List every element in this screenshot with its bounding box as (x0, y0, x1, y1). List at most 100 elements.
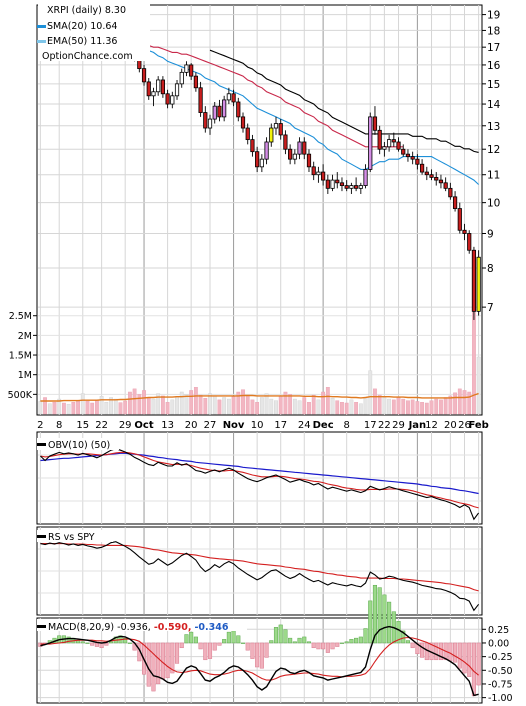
candle (368, 112, 373, 173)
price-tick-label: 16 (487, 60, 501, 72)
macd-histogram (38, 584, 481, 697)
candle (311, 161, 316, 181)
x-tick-label: 20 (444, 420, 457, 431)
macd-tick-label: -1.00 (488, 693, 513, 704)
volume-bar (95, 399, 99, 415)
candle-body (203, 112, 208, 129)
candle-body (174, 83, 180, 97)
volume-bar (245, 394, 250, 415)
candle-body (387, 139, 392, 148)
rs-panel (40, 541, 480, 612)
candle-body (207, 118, 213, 129)
candle (471, 246, 477, 320)
volume-bar (208, 393, 212, 415)
volume-bar (307, 402, 311, 415)
volume-bar (406, 400, 410, 415)
volume-bar (448, 395, 453, 415)
macd-histogram-bar (316, 642, 321, 650)
macd-histogram-bar (226, 631, 231, 644)
macd-histogram-bar (372, 584, 378, 644)
legend-ema50-swatch (37, 40, 46, 43)
macd-tick-label: -0.50 (488, 666, 513, 677)
macd-signal-line (40, 636, 479, 681)
candle-body (306, 153, 312, 168)
macd-histogram-bar (335, 642, 340, 647)
macd-histogram-bar (222, 639, 227, 644)
x-tick-label: Dec (313, 420, 334, 431)
volume-bar (165, 402, 170, 415)
candle-body (193, 75, 198, 89)
volume-bar (62, 402, 66, 415)
volume-bar (255, 402, 260, 415)
volume-bar (113, 398, 118, 415)
candle (151, 87, 156, 107)
macd-histogram-bar (193, 636, 198, 644)
candle-body (311, 166, 316, 176)
macd-tick-label: -0.75 (488, 679, 513, 690)
volume-tick-label: 2M (18, 331, 32, 342)
volume-bar (344, 402, 349, 415)
volume-panel: 500K 1M 1.5M 2M 2.5M (8, 307, 481, 415)
macd-histogram-bar (245, 642, 250, 651)
macd-histogram-bar (420, 642, 425, 658)
candle (476, 250, 481, 316)
candle (156, 76, 161, 96)
candle-body (457, 208, 462, 231)
macd-histogram-bar (236, 635, 241, 644)
macd-panel: 0.25 0.00 -0.25 -0.50 -0.75 -1.00 (38, 584, 513, 704)
candle (387, 134, 392, 152)
price-y-axis: 7 8 9 10 11 12 13 14 15 16 17 18 19 (482, 10, 501, 314)
candle-body (368, 116, 373, 170)
candle (217, 99, 222, 122)
volume-bar (109, 397, 113, 415)
candle-body (283, 134, 288, 150)
rs-legend-bg (37, 530, 113, 542)
candle (415, 154, 420, 170)
candle (452, 191, 458, 212)
candle-body (415, 158, 420, 165)
macd-histogram-bar (410, 642, 415, 649)
macd-histogram-bar (90, 642, 95, 646)
volume-bar (203, 398, 208, 415)
volume-bar (415, 401, 420, 415)
macd-legend-swatch (37, 625, 46, 628)
candle-body (259, 158, 264, 168)
volume-bar (128, 391, 132, 415)
macd-histogram-bar (184, 634, 189, 644)
obv-sma10-line (40, 451, 479, 509)
price-tick-label: 17 (487, 42, 500, 54)
volume-bar (193, 387, 198, 415)
legend-macd: MACD(8,20,9) -0.936, -0.590, -0.346 (48, 622, 229, 633)
obv-sma50-line (40, 452, 479, 495)
macd-histogram-bar (368, 600, 373, 644)
rs-legend-swatch (37, 535, 46, 538)
candle-body (297, 141, 302, 155)
candle (259, 154, 264, 173)
candle (358, 182, 363, 194)
price-tick-label: 7 (487, 302, 494, 314)
legend-xrpi: XRPI (daily) 8.30 (47, 5, 126, 16)
volume-bar (57, 398, 62, 415)
volume-bar (297, 400, 302, 415)
candle (377, 125, 382, 155)
volume-bar (47, 403, 52, 415)
candle-body (231, 93, 236, 103)
volume-bar (340, 402, 344, 415)
candle-body (382, 146, 387, 150)
volume-bar (264, 393, 269, 415)
volume-bar (99, 396, 104, 415)
volume-bar (76, 400, 80, 415)
macd-histogram-bar (344, 641, 349, 644)
legend-ema50: EMA(50) 11.36 (47, 36, 117, 47)
candle (424, 166, 429, 181)
volume-bar (104, 402, 109, 415)
macd-histogram-bar (405, 640, 410, 644)
candle-body (330, 179, 335, 189)
price-tick-label: 13 (487, 121, 500, 133)
x-tick-label: Nov (223, 420, 245, 431)
volume-bar (325, 387, 330, 415)
macd-histogram-bar (80, 641, 85, 644)
candle (255, 146, 260, 173)
candle (306, 149, 312, 173)
candle (391, 132, 396, 147)
